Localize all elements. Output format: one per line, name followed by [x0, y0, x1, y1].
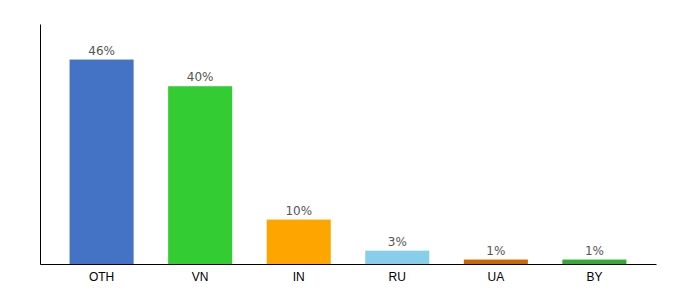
bar [168, 86, 232, 264]
y-axis [40, 25, 41, 265]
y-axis-line [40, 25, 41, 265]
x-tick-label: OTH [89, 270, 114, 284]
x-tick: IN [293, 264, 305, 284]
bar [464, 260, 528, 264]
bars [70, 60, 627, 264]
bar [70, 60, 134, 264]
x-axis-line [41, 264, 657, 265]
x-tick-label: BY [586, 270, 602, 284]
data-label: 1% [486, 244, 505, 258]
chart: 46% 40% 10% 3% 1% 1% OTH VN IN RU UA BY [0, 0, 680, 300]
data-label: 40% [187, 70, 214, 84]
bar [267, 220, 331, 264]
x-tick-label: RU [389, 270, 406, 284]
x-tick-label: IN [293, 270, 305, 284]
plot: 46% 40% 10% 3% 1% 1% OTH VN IN RU UA BY [41, 25, 657, 284]
x-tick-label: VN [192, 270, 209, 284]
data-label: 10% [285, 204, 312, 218]
data-labels: 46% 40% 10% 3% 1% 1% [88, 44, 604, 258]
x-tick: RU [389, 264, 406, 284]
bar [365, 251, 429, 264]
bar [562, 260, 626, 264]
data-label: 1% [585, 244, 604, 258]
x-tick: UA [488, 264, 505, 284]
x-tick: OTH [89, 264, 114, 284]
x-axis: OTH VN IN RU UA BY [41, 264, 657, 284]
data-label: 3% [388, 235, 407, 249]
x-tick: VN [192, 264, 209, 284]
data-label: 46% [88, 44, 115, 58]
x-tick: BY [586, 264, 602, 284]
x-tick-label: UA [488, 270, 505, 284]
